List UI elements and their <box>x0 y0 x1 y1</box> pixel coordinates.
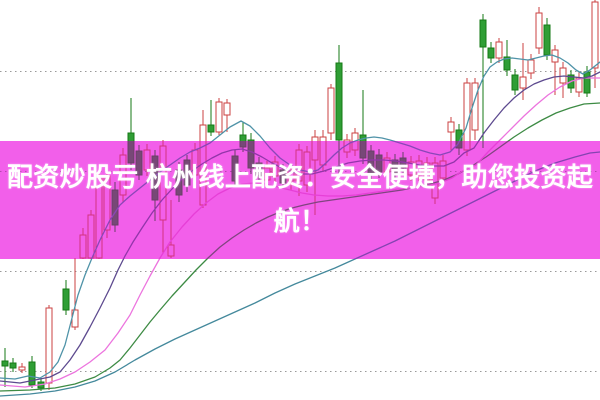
candle-body <box>62 288 70 311</box>
promo-banner-line1: 配资炒股亏 杭州线上配资：安全便捷，助您投资起 <box>6 162 594 192</box>
candle-body <box>327 87 335 134</box>
candle-body <box>591 1 599 69</box>
candle-body <box>479 19 487 48</box>
candle-body <box>18 366 26 371</box>
promo-banner: 配资炒股亏 杭州线上配资：安全便捷，助您投资起 航！ <box>0 141 600 259</box>
candle-body <box>519 76 527 89</box>
candle-body <box>9 362 17 369</box>
candle-body <box>28 361 36 386</box>
candle-body <box>45 307 53 384</box>
candle-body <box>215 101 223 133</box>
candle-body <box>207 124 215 133</box>
candle-body <box>487 47 495 59</box>
candle-body <box>503 56 511 71</box>
candle-body <box>535 12 543 49</box>
candle-body <box>527 59 535 74</box>
candle-body <box>447 121 455 133</box>
promo-banner-line2: 航！ <box>273 206 327 236</box>
promo-banner-tint <box>0 141 600 259</box>
candle-body <box>543 24 551 56</box>
candle-body <box>495 41 503 59</box>
candle-body <box>583 71 591 94</box>
promo-banner-overlay <box>0 141 600 259</box>
candle-body <box>511 74 519 91</box>
candle-body <box>1 360 9 367</box>
candle-body <box>223 102 231 116</box>
candle-body <box>335 62 343 141</box>
